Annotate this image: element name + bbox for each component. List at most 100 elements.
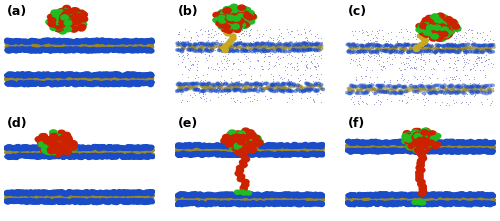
Point: [377, 46, 385, 49]
Circle shape: [205, 83, 208, 86]
Circle shape: [236, 11, 244, 17]
Circle shape: [234, 7, 241, 12]
Circle shape: [144, 152, 148, 156]
Circle shape: [421, 150, 426, 154]
Circle shape: [148, 74, 154, 77]
Circle shape: [42, 148, 49, 153]
Circle shape: [300, 88, 303, 90]
Circle shape: [130, 151, 134, 154]
Circle shape: [22, 153, 27, 157]
Circle shape: [222, 16, 230, 21]
Circle shape: [376, 84, 380, 87]
Circle shape: [26, 76, 30, 79]
Circle shape: [238, 42, 242, 44]
Circle shape: [306, 144, 312, 148]
Circle shape: [41, 77, 46, 80]
Point: [484, 58, 492, 61]
Circle shape: [295, 200, 300, 203]
Circle shape: [230, 143, 237, 148]
Circle shape: [30, 194, 35, 198]
Point: [419, 32, 427, 35]
Circle shape: [386, 89, 390, 91]
Circle shape: [68, 155, 73, 159]
Circle shape: [23, 79, 28, 82]
Circle shape: [489, 143, 494, 147]
Circle shape: [51, 48, 57, 51]
Circle shape: [434, 24, 442, 30]
Circle shape: [394, 193, 400, 197]
Circle shape: [423, 192, 428, 196]
Circle shape: [346, 147, 350, 150]
Circle shape: [355, 144, 360, 147]
Circle shape: [370, 144, 374, 147]
Circle shape: [186, 194, 191, 197]
Circle shape: [427, 149, 432, 153]
Circle shape: [78, 146, 83, 150]
Circle shape: [76, 47, 80, 51]
Circle shape: [201, 47, 204, 49]
Circle shape: [418, 141, 426, 146]
Circle shape: [238, 138, 245, 143]
Circle shape: [74, 80, 78, 83]
Circle shape: [416, 143, 420, 146]
Circle shape: [196, 84, 198, 86]
Circle shape: [100, 145, 106, 149]
Circle shape: [246, 140, 254, 145]
Circle shape: [248, 153, 254, 157]
Point: [434, 60, 442, 63]
Circle shape: [438, 48, 440, 51]
Circle shape: [476, 140, 482, 143]
Circle shape: [64, 149, 72, 155]
Circle shape: [51, 141, 59, 146]
Circle shape: [416, 141, 424, 147]
Circle shape: [30, 145, 36, 149]
Circle shape: [206, 200, 212, 204]
Circle shape: [53, 141, 60, 146]
Point: [208, 27, 216, 31]
Circle shape: [51, 74, 57, 78]
Circle shape: [64, 20, 72, 26]
Circle shape: [91, 190, 96, 194]
Circle shape: [75, 18, 82, 23]
Circle shape: [20, 152, 24, 155]
Circle shape: [362, 203, 368, 206]
Point: [472, 61, 480, 65]
Circle shape: [318, 145, 324, 149]
Circle shape: [390, 140, 396, 144]
Circle shape: [427, 140, 432, 144]
Circle shape: [490, 199, 495, 202]
Circle shape: [88, 195, 92, 198]
Circle shape: [306, 83, 309, 85]
Circle shape: [266, 194, 271, 198]
Circle shape: [356, 149, 362, 152]
Circle shape: [420, 189, 426, 194]
Circle shape: [293, 150, 298, 153]
Circle shape: [66, 49, 71, 53]
Circle shape: [111, 193, 116, 196]
Circle shape: [238, 196, 243, 199]
Circle shape: [12, 80, 17, 83]
Circle shape: [276, 47, 280, 49]
Circle shape: [93, 42, 98, 45]
Point: [271, 87, 279, 91]
Circle shape: [236, 143, 242, 147]
Circle shape: [58, 20, 66, 25]
Circle shape: [312, 149, 317, 152]
Circle shape: [466, 141, 471, 145]
Circle shape: [242, 88, 246, 90]
Circle shape: [148, 79, 152, 83]
Circle shape: [60, 155, 66, 159]
Circle shape: [256, 153, 262, 157]
Circle shape: [445, 17, 452, 22]
Circle shape: [36, 195, 40, 198]
Circle shape: [64, 40, 69, 44]
Circle shape: [75, 148, 80, 151]
Circle shape: [406, 90, 408, 92]
Circle shape: [88, 42, 93, 46]
Circle shape: [404, 148, 409, 152]
Circle shape: [360, 44, 364, 47]
Circle shape: [208, 202, 214, 206]
Circle shape: [124, 149, 128, 152]
Circle shape: [112, 46, 116, 49]
Circle shape: [229, 18, 236, 23]
